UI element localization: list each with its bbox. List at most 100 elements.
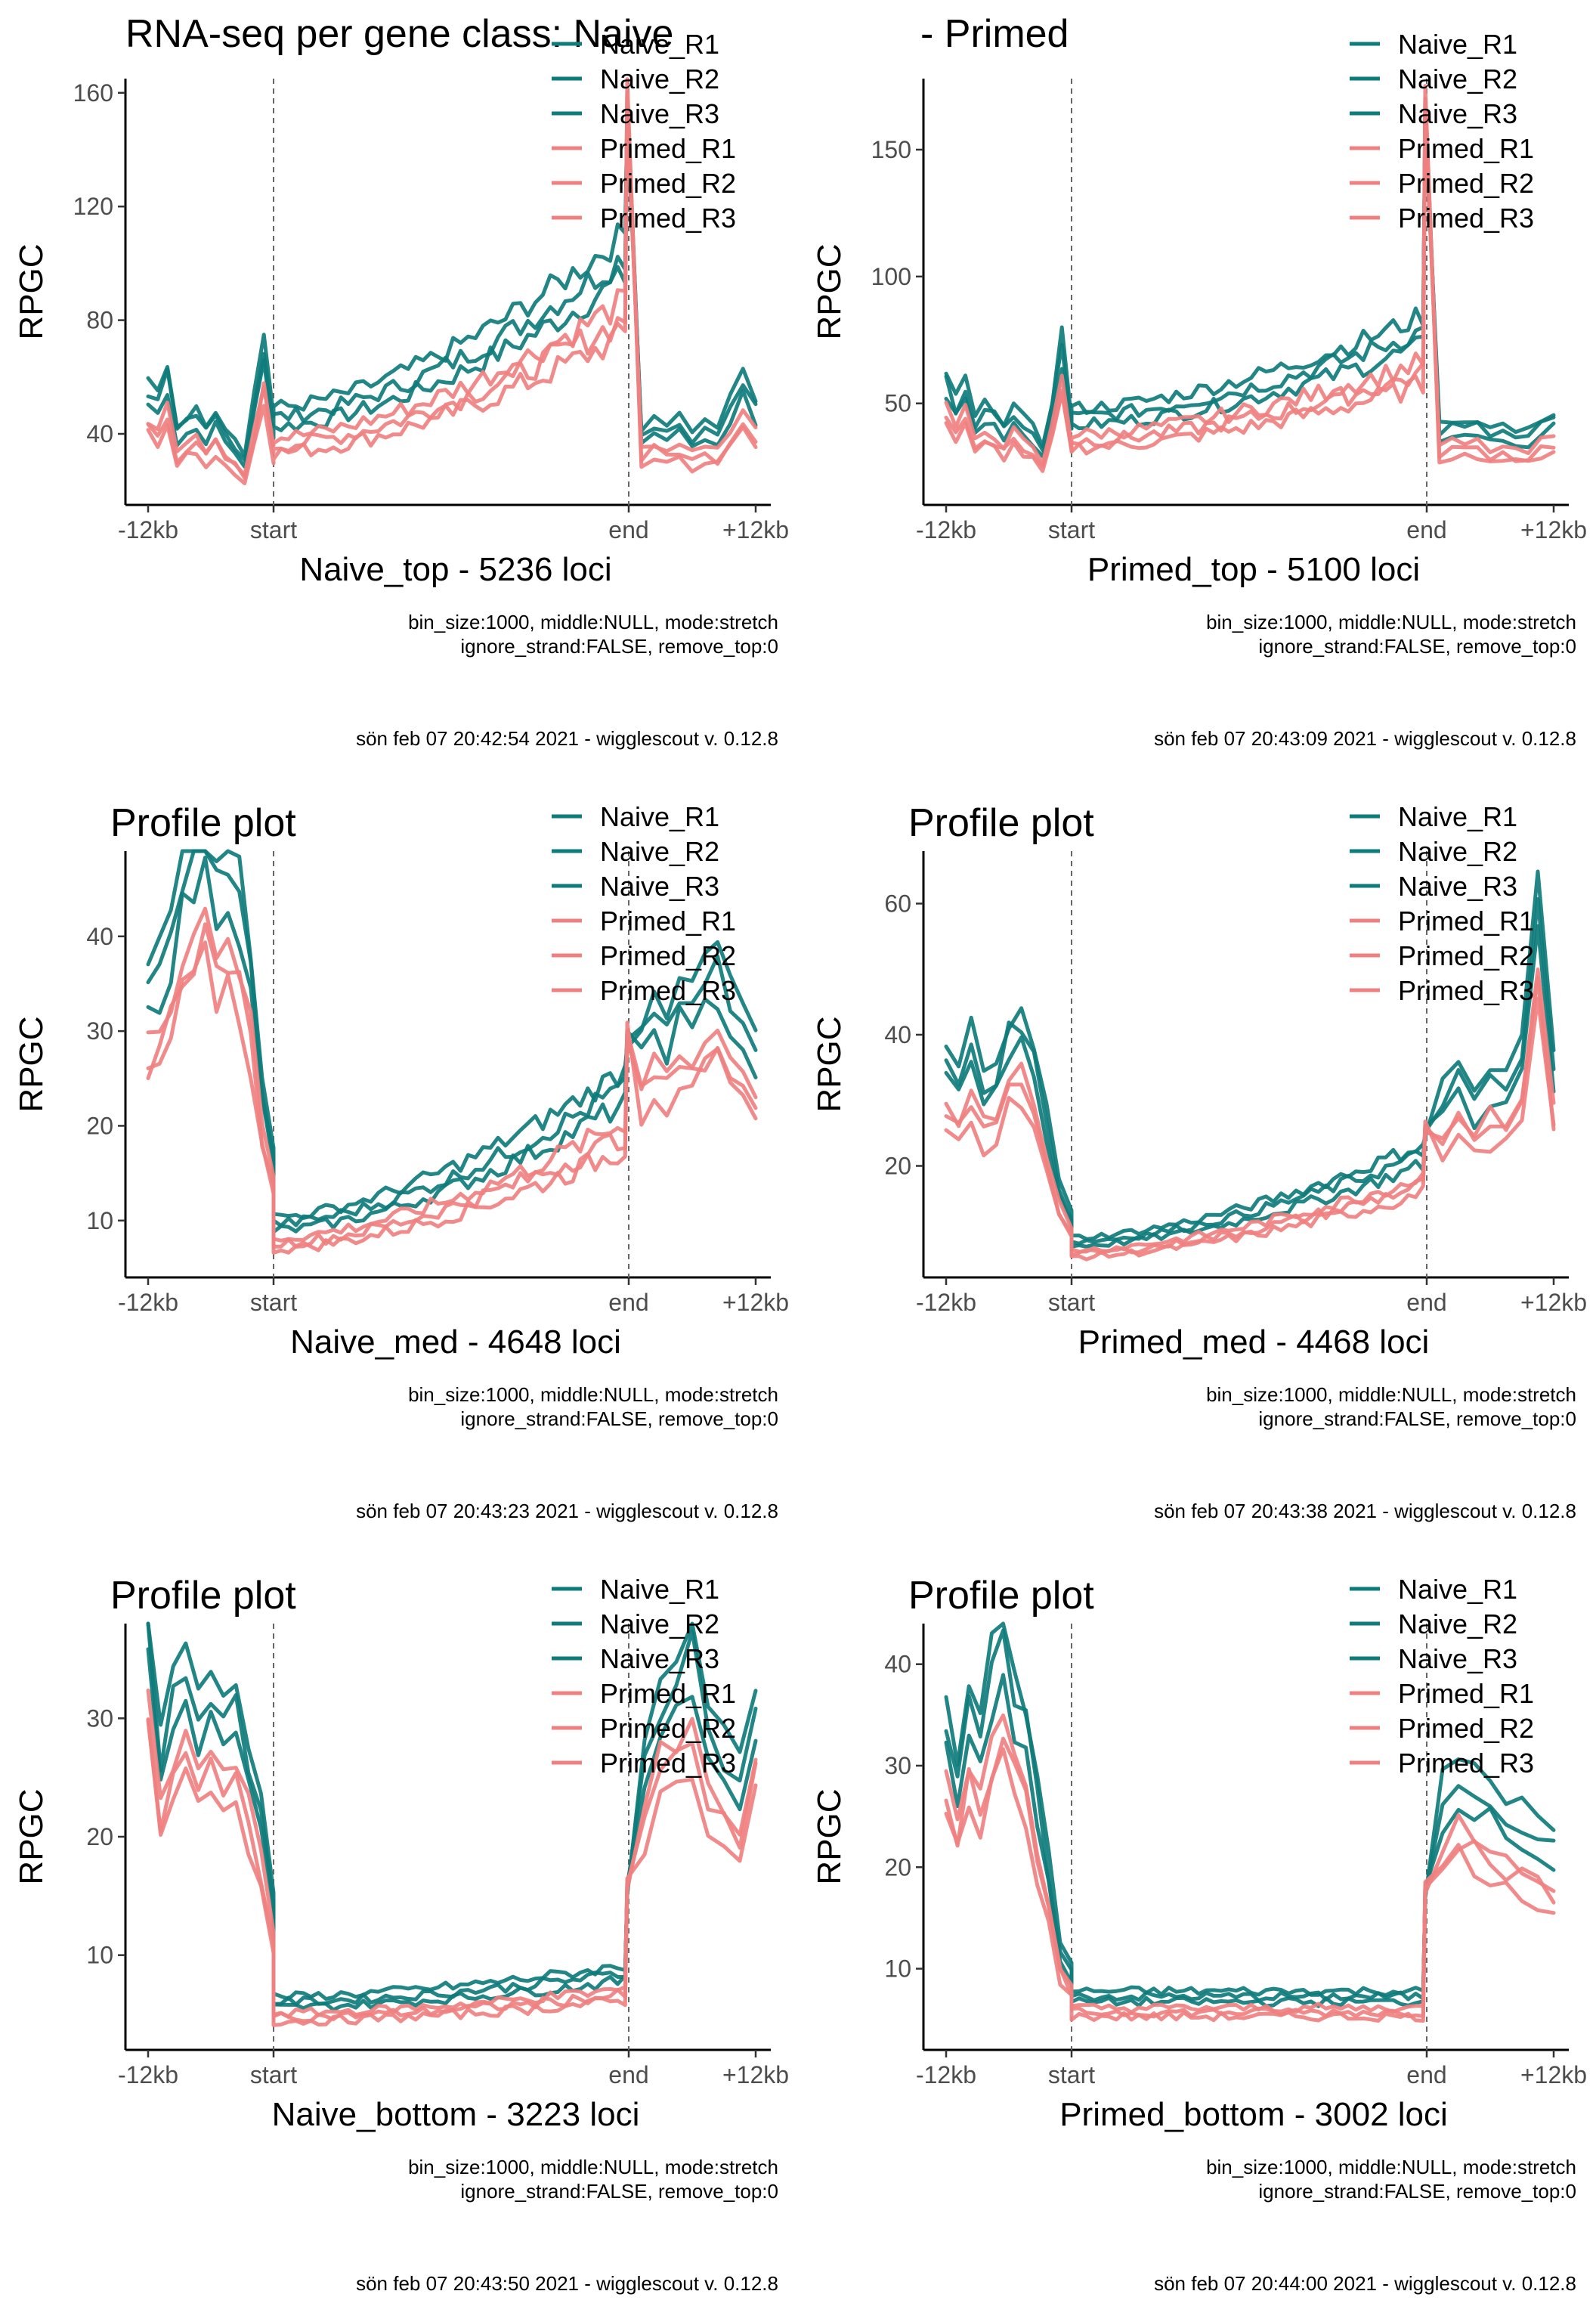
panel-3: Profile plot 10 20 30 40 -12kb start end +12kb RP… bbox=[13, 801, 789, 1522]
settings-note-2: ignore_strand:FALSE, remove_top:0 bbox=[460, 1407, 778, 1430]
x-tick-label: start bbox=[250, 1289, 297, 1316]
y-axis-label: RPGC bbox=[13, 243, 50, 339]
legend-label: Naive_R1 bbox=[600, 1574, 719, 1605]
settings-note-2: ignore_strand:FALSE, remove_top:0 bbox=[460, 2180, 778, 2203]
legend-label: Primed_R3 bbox=[600, 975, 736, 1006]
y-axis-label: RPGC bbox=[13, 1016, 50, 1112]
y-tick-label: 40 bbox=[884, 1021, 911, 1048]
legend-label: Primed_R1 bbox=[600, 906, 736, 937]
legend-label: Primed_R2 bbox=[1398, 940, 1534, 971]
legend-label: Primed_R3 bbox=[600, 203, 736, 234]
y-tick-label: 120 bbox=[73, 193, 113, 220]
x-tick-label: start bbox=[1048, 2061, 1095, 2088]
legend-label: Naive_R3 bbox=[1398, 1643, 1517, 1674]
x-tick-label: end bbox=[1406, 1289, 1446, 1316]
panel-title: Profile plot bbox=[110, 801, 296, 845]
y-tick-label: 20 bbox=[884, 1152, 911, 1179]
x-tick-label: end bbox=[608, 1289, 648, 1316]
panel-2: 50 100 150 -12kb start end +12kb RPGC Primed_top… bbox=[811, 29, 1587, 750]
settings-note: bin_size:1000, middle:NULL, mode:stretch bbox=[1206, 1383, 1576, 1406]
series-line-primed-r2 bbox=[146, 91, 758, 480]
y-tick-label: 50 bbox=[884, 390, 911, 417]
series-line-naive-r1 bbox=[944, 924, 1556, 1249]
legend-label: Naive_R1 bbox=[600, 29, 719, 60]
legend-label: Naive_R1 bbox=[600, 801, 719, 832]
x-axis-label: Naive_bottom - 3223 loci bbox=[272, 2096, 640, 2133]
suptitle-right: - Primed bbox=[920, 12, 1069, 56]
x-tick-label: +12kb bbox=[722, 1289, 789, 1316]
y-tick-label: 80 bbox=[86, 307, 113, 334]
settings-note-2: ignore_strand:FALSE, remove_top:0 bbox=[1258, 1407, 1576, 1430]
legend-label: Naive_R3 bbox=[1398, 98, 1517, 129]
settings-note-2: ignore_strand:FALSE, remove_top:0 bbox=[1258, 2180, 1576, 2203]
x-tick-label: -12kb bbox=[916, 516, 976, 543]
legend-label: Primed_R1 bbox=[600, 1678, 736, 1709]
y-tick-label: 30 bbox=[86, 1017, 113, 1045]
legend-label: Naive_R1 bbox=[1398, 1574, 1517, 1605]
x-tick-label: -12kb bbox=[916, 2061, 976, 2088]
x-tick-label: end bbox=[608, 2061, 648, 2088]
x-tick-label: +12kb bbox=[722, 2061, 789, 2088]
legend-label: Primed_R2 bbox=[1398, 168, 1534, 199]
y-axis-label: RPGC bbox=[811, 1016, 848, 1112]
y-tick-label: 60 bbox=[884, 890, 911, 917]
series-line-primed-r3 bbox=[944, 110, 1556, 466]
y-tick-label: 30 bbox=[884, 1752, 911, 1779]
legend-label: Primed_R3 bbox=[1398, 975, 1534, 1006]
x-tick-label: -12kb bbox=[118, 2061, 178, 2088]
panel-4: Profile plot 20 40 60 -12kb start end +12kb RPGC… bbox=[811, 801, 1587, 1522]
timestamp: sön feb 07 20:42:54 2021 - wigglescout v… bbox=[356, 727, 778, 750]
legend-label: Naive_R2 bbox=[600, 1608, 719, 1639]
x-tick-label: +12kb bbox=[1520, 1289, 1587, 1316]
legend-label: Naive_R2 bbox=[600, 63, 719, 94]
y-tick-label: 10 bbox=[86, 1207, 113, 1234]
y-axis-label: RPGC bbox=[13, 1788, 50, 1884]
panel-title: Profile plot bbox=[908, 1574, 1094, 1618]
settings-note-2: ignore_strand:FALSE, remove_top:0 bbox=[460, 635, 778, 658]
x-tick-label: -12kb bbox=[118, 1289, 178, 1316]
legend-label: Primed_R3 bbox=[1398, 1748, 1534, 1779]
suptitle-left: RNA-seq per gene class: Naive bbox=[125, 12, 673, 56]
settings-note: bin_size:1000, middle:NULL, mode:stretch bbox=[1206, 611, 1576, 633]
panel-5: Profile plot 10 20 30 -12kb start end +12kb RPGC… bbox=[13, 1574, 789, 2295]
timestamp: sön feb 07 20:43:23 2021 - wigglescout v… bbox=[356, 1500, 778, 1522]
legend-label: Naive_R2 bbox=[1398, 63, 1517, 94]
series-line-primed-r3 bbox=[944, 968, 1556, 1254]
x-tick-label: end bbox=[608, 516, 648, 543]
x-tick-label: start bbox=[250, 516, 297, 543]
x-tick-label: +12kb bbox=[1520, 2061, 1587, 2088]
y-tick-label: 20 bbox=[884, 1853, 911, 1881]
x-tick-label: end bbox=[1406, 2061, 1446, 2088]
legend-label: Primed_R1 bbox=[600, 133, 736, 164]
series-line-naive-r1 bbox=[944, 97, 1556, 459]
timestamp: sön feb 07 20:44:00 2021 - wigglescout v… bbox=[1154, 2272, 1576, 2295]
legend-label: Naive_R3 bbox=[600, 1643, 719, 1674]
legend-label: Naive_R2 bbox=[1398, 1608, 1517, 1639]
legend-label: Naive_R2 bbox=[1398, 836, 1517, 867]
timestamp: sön feb 07 20:43:50 2021 - wigglescout v… bbox=[356, 2272, 778, 2295]
legend-label: Primed_R2 bbox=[600, 1713, 736, 1744]
y-tick-label: 40 bbox=[884, 1651, 911, 1678]
y-tick-label: 10 bbox=[884, 1955, 911, 1983]
x-axis-label: Primed_bottom - 3002 loci bbox=[1059, 2096, 1448, 2133]
x-axis-label: Naive_top - 5236 loci bbox=[299, 551, 611, 588]
settings-note: bin_size:1000, middle:NULL, mode:stretch bbox=[408, 611, 778, 633]
x-tick-label: end bbox=[1406, 516, 1446, 543]
series-line-naive-r3 bbox=[944, 1621, 1556, 1998]
legend-label: Primed_R2 bbox=[1398, 1713, 1534, 1744]
x-axis-label: Primed_top - 5100 loci bbox=[1087, 551, 1420, 588]
y-tick-label: 10 bbox=[86, 1942, 113, 1969]
legend-label: Primed_R3 bbox=[1398, 203, 1534, 234]
x-tick-label: -12kb bbox=[916, 1289, 976, 1316]
settings-note: bin_size:1000, middle:NULL, mode:stretch bbox=[408, 1383, 778, 1406]
x-tick-label: start bbox=[250, 2061, 297, 2088]
y-tick-label: 30 bbox=[86, 1704, 113, 1732]
legend-label: Primed_R1 bbox=[1398, 133, 1534, 164]
legend-label: Naive_R1 bbox=[1398, 801, 1517, 832]
panel-1: 40 80 120 160 -12kb start end +12kb RPGC Naive_to… bbox=[13, 29, 789, 750]
series-line-primed-r2 bbox=[944, 975, 1556, 1258]
y-axis-label: RPGC bbox=[811, 1788, 848, 1884]
x-tick-label: +12kb bbox=[722, 516, 789, 543]
legend-label: Primed_R2 bbox=[600, 168, 736, 199]
